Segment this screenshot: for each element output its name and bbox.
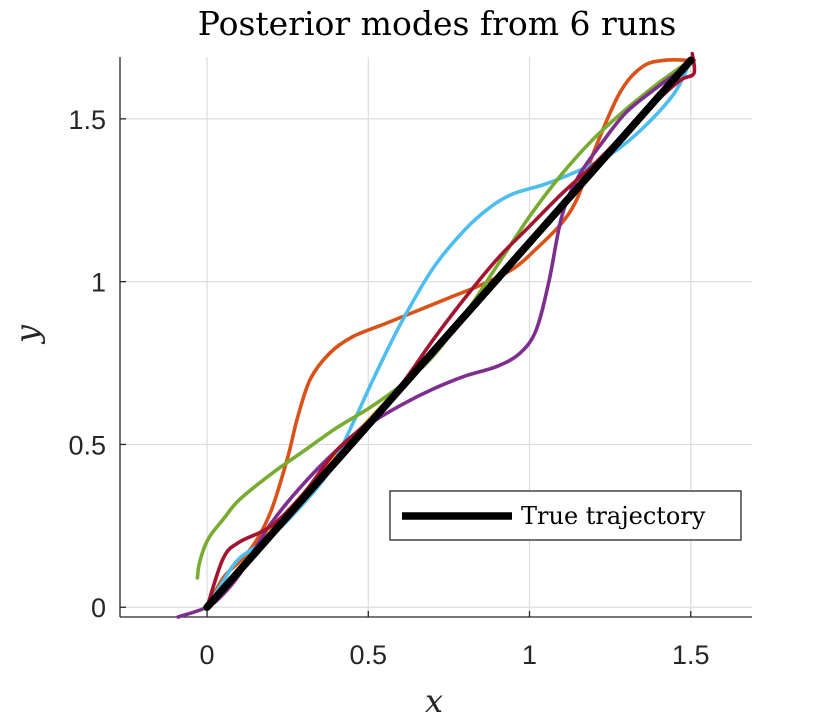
grid	[120, 57, 752, 617]
chart-title: Posterior modes from 6 runs	[198, 4, 677, 43]
y-axis-label: y	[8, 324, 46, 345]
x-tick-label: 1	[522, 640, 537, 670]
series-line-true-trajectory	[203, 56, 695, 611]
x-axis-label: x	[425, 682, 443, 720]
series-line-run-4	[195, 58, 693, 580]
y-tick-label: 0.5	[68, 430, 106, 460]
axes	[119, 57, 752, 618]
series-lines	[176, 51, 697, 619]
y-tick-label: 1	[91, 268, 106, 298]
tick-labels: 0 0.5 1 1.5 0 0.5 1 1.5	[68, 105, 709, 670]
x-tick-label: 1.5	[672, 640, 710, 670]
legend: True trajectory	[389, 490, 742, 541]
x-tick-label: 0	[200, 640, 215, 670]
x-tick-label: 0.5	[350, 640, 388, 670]
legend-entry-true-trajectory: True trajectory	[521, 502, 706, 530]
y-tick-label: 0	[91, 593, 106, 623]
y-tick-label: 1.5	[68, 105, 106, 135]
